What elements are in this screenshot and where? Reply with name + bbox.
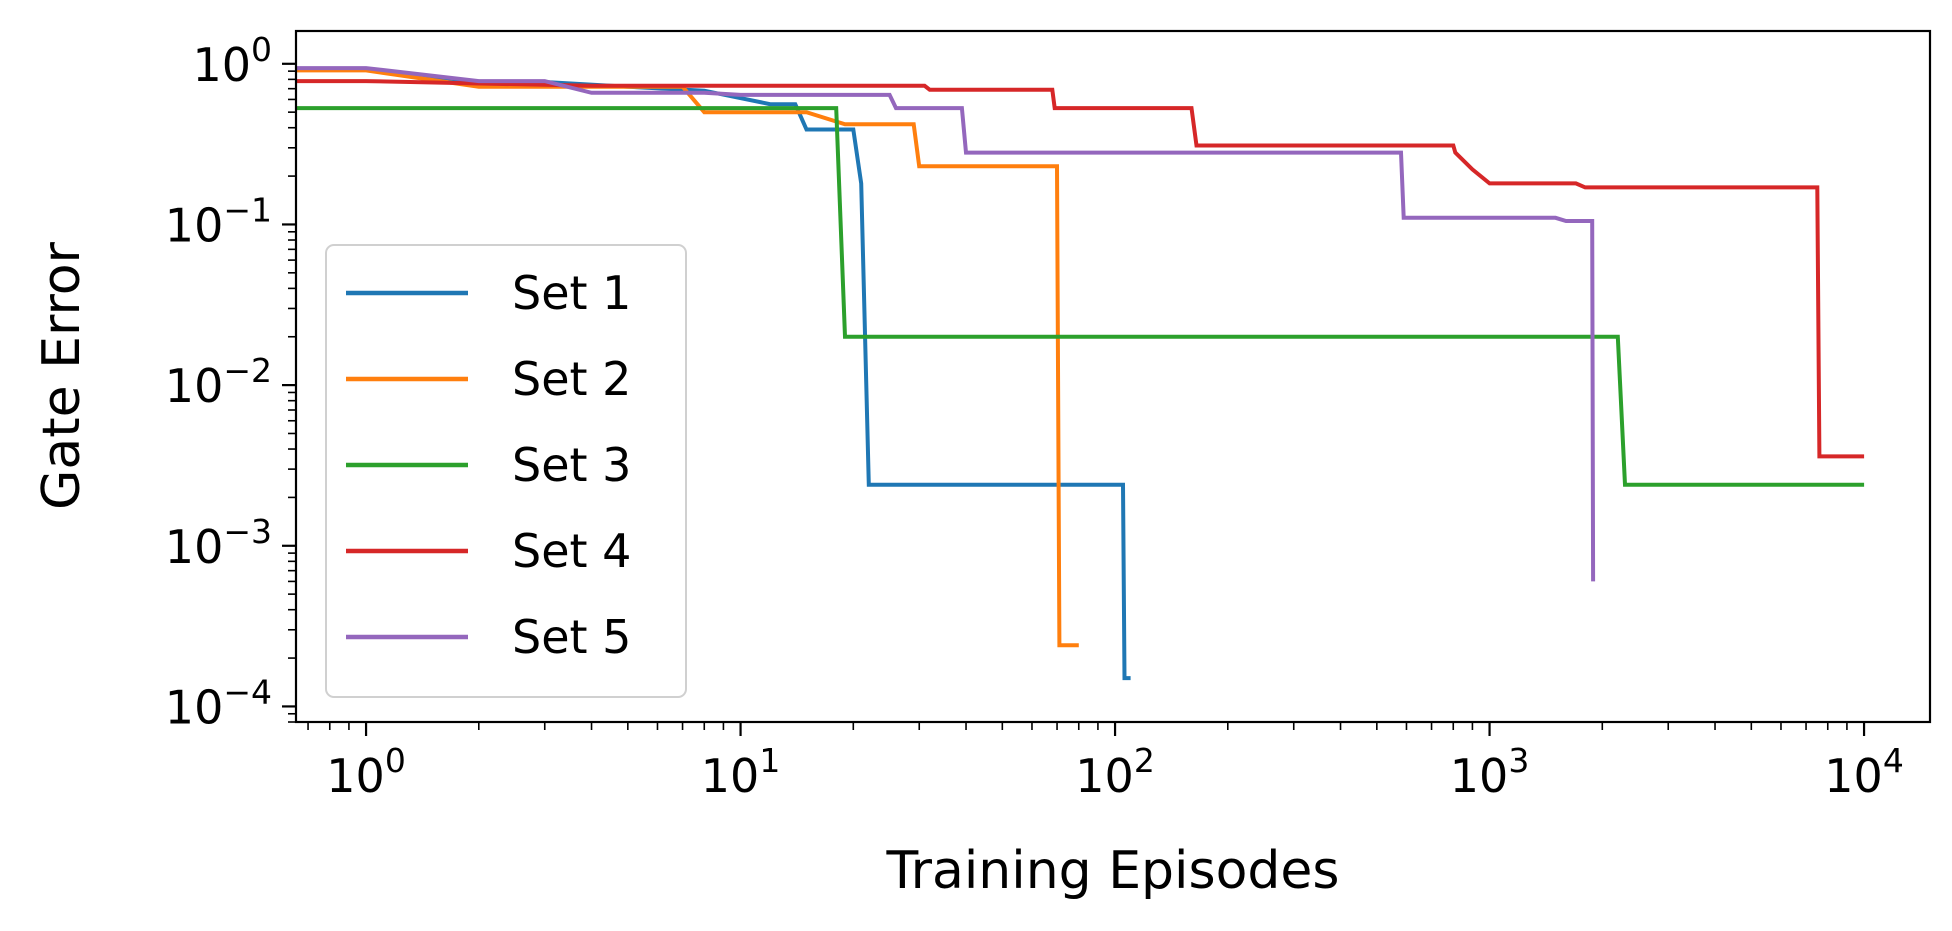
x-axis-label: Training Episodes bbox=[885, 841, 1339, 901]
plot-lines bbox=[296, 66, 1865, 681]
plot-frame bbox=[294, 29, 1932, 724]
y-tick-label: 10−3 bbox=[165, 512, 272, 574]
y-tick-label: 100 bbox=[192, 30, 272, 92]
legend: Set 1 Set 2 Set 3 Set 4 Set 5 bbox=[325, 244, 687, 698]
series-line-2 bbox=[296, 68, 1079, 648]
x-tick-label: 104 bbox=[1824, 741, 1904, 803]
legend-box bbox=[325, 244, 687, 698]
legend-label: Set 2 bbox=[512, 352, 631, 406]
x-tick-label: 100 bbox=[326, 741, 406, 803]
legend-label: Set 5 bbox=[512, 610, 631, 664]
x-tick-label: 102 bbox=[1075, 741, 1155, 803]
legend-label: Set 4 bbox=[512, 524, 631, 578]
x-tick-label: 103 bbox=[1450, 741, 1530, 803]
series-line-4 bbox=[296, 79, 1865, 459]
legend-label: Set 3 bbox=[512, 438, 631, 492]
y-tick-label: 10−1 bbox=[165, 190, 272, 252]
series-line-3 bbox=[296, 106, 1865, 487]
legend-label: Set 1 bbox=[512, 266, 631, 320]
x-tick-label: 101 bbox=[701, 741, 781, 803]
y-axis-label: Gate Error bbox=[32, 241, 92, 509]
y-axis: 100 10−1 10−2 10−3 10−4 bbox=[165, 30, 296, 734]
y-tick-label: 10−4 bbox=[165, 672, 272, 734]
y-tick-label: 10−2 bbox=[165, 351, 272, 413]
x-axis: 100 101 102 103 104 bbox=[307, 722, 1904, 803]
series-line-5 bbox=[296, 66, 1596, 582]
